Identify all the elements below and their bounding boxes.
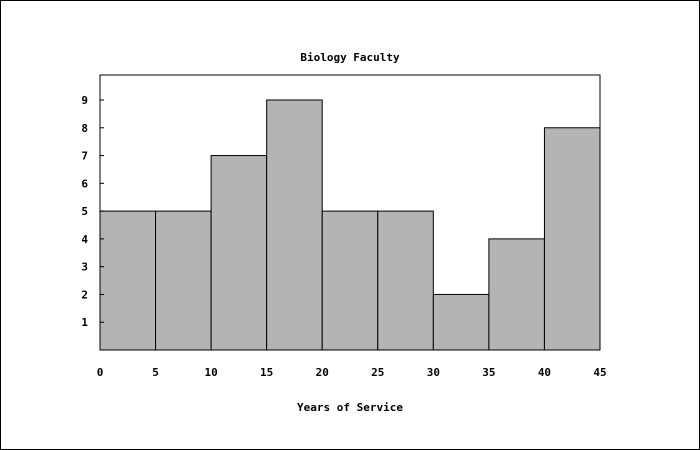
y-axis-ticks: 1 2 3 4 5 6 7 8 9 — [81, 94, 104, 329]
y-tick-label-2: 3 — [81, 261, 88, 274]
histogram-bar-6 — [432, 293, 490, 351]
x-tick-label-3: 15 — [260, 366, 273, 379]
y-tick-label-6: 7 — [81, 150, 88, 163]
x-tick-label-1: 5 — [152, 366, 159, 379]
x-axis-label: Years of Service — [297, 401, 403, 414]
histogram-bar-7 — [488, 238, 545, 351]
histogram-bar-0 — [99, 210, 157, 351]
bars-group — [99, 99, 601, 351]
y-tick-label-5: 6 — [81, 177, 88, 190]
x-tick-label-5: 25 — [371, 366, 384, 379]
y-tick-label-3: 4 — [81, 233, 88, 246]
x-tick-label-9: 45 — [593, 366, 606, 379]
x-tick-label-2: 10 — [204, 366, 217, 379]
histogram-bar-5 — [377, 210, 434, 351]
y-tick-label-7: 8 — [81, 122, 88, 135]
y-tick-label-8: 9 — [81, 94, 88, 107]
histogram-bar-8 — [543, 127, 601, 351]
x-tick-label-7: 35 — [482, 366, 495, 379]
histogram-bar-2 — [210, 155, 268, 351]
plot-area — [99, 74, 601, 351]
x-tick-label-0: 0 — [97, 366, 104, 379]
x-tick-label-6: 30 — [427, 366, 440, 379]
x-tick-label-4: 20 — [316, 366, 329, 379]
y-tick-label-0: 1 — [81, 316, 88, 329]
y-tick-label-4: 5 — [81, 205, 88, 218]
y-tick-label-1: 2 — [81, 288, 88, 301]
x-axis-ticks: 0 5 10 15 20 25 30 35 40 45 — [97, 366, 607, 379]
histogram-bar-3 — [266, 99, 323, 351]
chart-title: Biology Faculty — [300, 51, 400, 64]
x-tick-label-8: 40 — [538, 366, 551, 379]
histogram-bar-1 — [155, 210, 212, 351]
histogram-bar-4 — [321, 210, 379, 351]
